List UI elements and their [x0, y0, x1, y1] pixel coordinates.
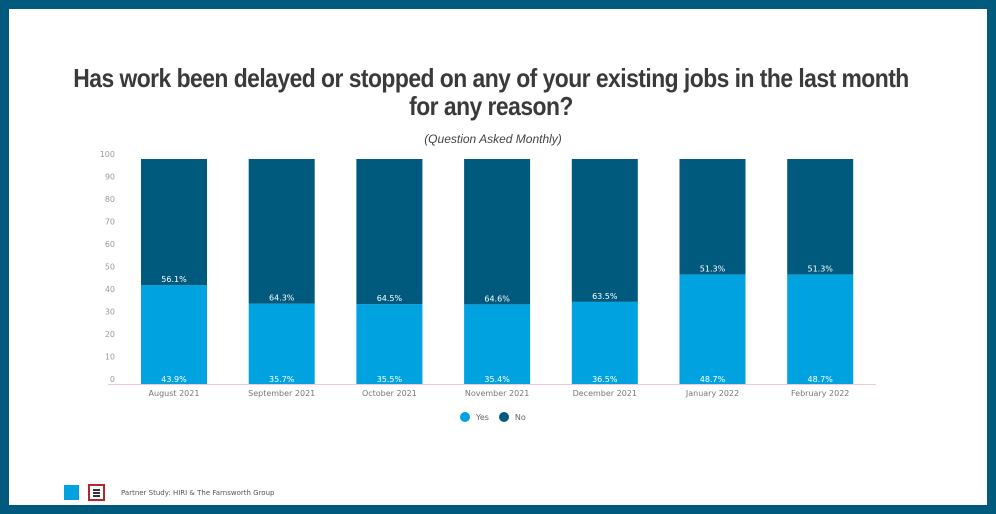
- data-label: 35.5%: [377, 375, 403, 384]
- x-tick-label: January 2022: [685, 389, 739, 398]
- legend-yes-swatch: [460, 412, 470, 422]
- bar-no: [571, 159, 638, 302]
- data-label: 48.7%: [700, 375, 726, 384]
- legend-yes-label: Yes: [476, 412, 489, 422]
- data-label: 43.9%: [161, 375, 187, 384]
- bar-yes: [248, 303, 315, 384]
- legend: Yes No: [460, 412, 526, 422]
- y-tick-label: 100: [100, 150, 115, 159]
- y-tick-label: 10: [105, 353, 115, 362]
- footer-text: Partner Study: HIRI & The Farnsworth Gro…: [121, 488, 275, 497]
- bar-yes: [464, 304, 531, 384]
- y-tick-label: 20: [105, 330, 115, 339]
- bar-yes: [787, 274, 854, 384]
- data-label: 35.4%: [484, 375, 510, 384]
- bar-no: [679, 159, 746, 275]
- data-label: 64.6%: [484, 294, 510, 303]
- data-label: 56.1%: [161, 275, 187, 284]
- data-label: 51.3%: [807, 264, 833, 273]
- data-label: 64.5%: [377, 294, 403, 303]
- bar-yes: [679, 274, 746, 384]
- hiri-logo: [64, 485, 79, 500]
- x-tick-label: October 2021: [362, 389, 417, 398]
- farnsworth-logo: [88, 484, 105, 501]
- legend-no-swatch: [498, 412, 509, 422]
- y-tick-label: 50: [105, 263, 115, 272]
- y-tick-label: 60: [105, 240, 115, 249]
- x-tick-label: February 2022: [791, 389, 849, 398]
- bar-no: [787, 159, 854, 275]
- bar-yes: [571, 301, 638, 384]
- bar-yes: [141, 285, 207, 384]
- data-label: 48.7%: [807, 375, 833, 384]
- chart-title: Has work been delayed or stopped on any …: [73, 63, 909, 121]
- data-label: 36.5%: [592, 375, 618, 384]
- x-tick-label: September 2021: [248, 389, 315, 398]
- x-tick-label: December 2021: [573, 389, 637, 398]
- bar-no: [464, 159, 531, 305]
- x-tick-label: November 2021: [465, 389, 530, 398]
- bar-no: [141, 159, 207, 286]
- data-label: 63.5%: [592, 292, 618, 301]
- y-tick-label: 80: [105, 195, 115, 204]
- footer: Partner Study: HIRI & The Farnsworth Gro…: [64, 484, 274, 501]
- y-tick-label: 90: [105, 173, 115, 182]
- data-label: 35.7%: [269, 375, 295, 384]
- bar-no: [356, 159, 423, 305]
- y-tick-label: 0: [110, 375, 115, 384]
- chart-subtitle: (Question Asked Monthly): [424, 132, 562, 146]
- legend-no-label: No: [514, 412, 526, 422]
- bar-yes: [356, 304, 423, 384]
- x-tick-label: August 2021: [149, 389, 200, 398]
- data-label: 64.3%: [269, 294, 295, 303]
- data-label: 51.3%: [700, 264, 726, 273]
- y-tick-label: 70: [105, 218, 115, 227]
- y-tick-label: 30: [105, 308, 115, 317]
- y-tick-label: 40: [105, 285, 115, 294]
- bar-no: [248, 159, 315, 304]
